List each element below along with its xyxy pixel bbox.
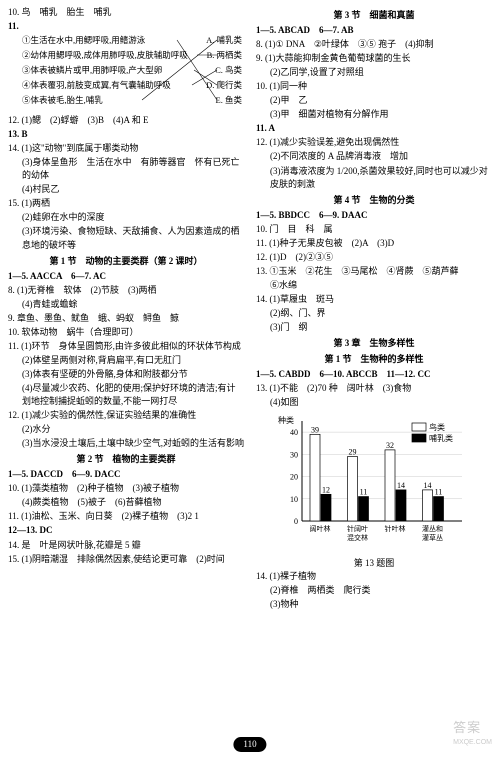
left-column: 10. 鸟 哺乳 胎生 哺乳 11. ①生活在水中,用鳃呼吸,用鳍游泳 ②幼体用… [8, 6, 250, 613]
q15a: 15. (1)两栖 [8, 197, 244, 210]
s3-10a: 10. (1)同一种 [256, 80, 492, 93]
s4-10: 10. 门 目 科 属 [256, 223, 492, 236]
svg-text:40: 40 [290, 428, 298, 437]
s1-8: 8. (1)无脊椎 软体 (2)节肢 (3)两栖 [8, 284, 244, 297]
s3-9a: 9. (1)大蒜能抑制金黄色葡萄球菌的生长 [256, 52, 492, 65]
q15c: (3)环境污染、食物短缺、天敌捕食、人为因素造成的栖息地的破坏等 [8, 225, 244, 251]
s2-1-5: 1—5. DACCD 6—9. DACC [8, 468, 244, 481]
s1-8b: (4)青蛙或蟾蜍 [8, 298, 244, 311]
svg-text:灌草丛: 灌草丛 [422, 533, 443, 542]
s3-12c: (3)消毒液浓度为 1/200,杀菌效果较好,同时也可以减少对皮肤的刺激 [256, 165, 492, 191]
s1-12b: (2)水分 [8, 423, 244, 436]
s4-13a: 13. ①玉米 ②花生 ③马尾松 ④肾蕨 ⑤葫芦藓 [256, 265, 492, 278]
s2-14: 14. 是 叶是网状叶脉,花瓣是 5 瓣 [8, 539, 244, 552]
c3-13b: (4)如图 [256, 396, 492, 409]
s3-10c: (3)甲 细菌对植物有分解作用 [256, 108, 492, 121]
q14a: 14. (1)这"动物"到底属于哪类动物 [8, 142, 244, 155]
s1-11b: (2)体壁呈两侧对称,背肩扁平,有口无肛门 [8, 354, 244, 367]
s4-14b: (2)纲、门、界 [256, 307, 492, 320]
svg-text:灌丛和: 灌丛和 [422, 524, 443, 533]
svg-text:哺乳类: 哺乳类 [429, 433, 453, 443]
s3-12a: 12. (1)减少实验误差,避免出现偶然性 [256, 136, 492, 149]
s1-11d: (4)尽量减少农药、化肥的使用;保护好环境的清洁;有计划地控制捕捉蚯蚓的数量,不… [8, 382, 244, 408]
s2-11: 11. (1)油松、玉米、向日葵 (2)裸子植物 (3)2 1 [8, 510, 244, 523]
s4-13b: ⑥水绵 [256, 279, 492, 292]
svg-text:针阔叶: 针阔叶 [347, 524, 368, 533]
q11-lead: 11. [8, 20, 244, 33]
svg-text:0: 0 [294, 517, 298, 526]
svg-text:11: 11 [435, 488, 443, 497]
watermark: 答案 MXQE.COM [453, 719, 492, 748]
s1-10: 10. 软体动物 蜗牛（合理即可） [8, 326, 244, 339]
s3-10b: (2)甲 乙 [256, 94, 492, 107]
svg-text:鸟类: 鸟类 [429, 422, 445, 432]
sec3-title: 第 3 节 细菌和真菌 [256, 9, 492, 22]
ch3-s1-title: 第 1 节 生物种的多样性 [256, 353, 492, 366]
right-column: 第 3 节 细菌和真菌 1—5. ABCAD 6—7. AB 8. (1)① D… [250, 6, 492, 613]
s1-11c: (3)体表有坚硬的外骨骼,身体和附肢都分节 [8, 368, 244, 381]
c3-13a: 13. (1)不能 (2)70 种 阔叶林 (3)食物 [256, 382, 492, 395]
matching-lines-svg [22, 34, 252, 112]
s4-14c: (3)门 纲 [256, 321, 492, 334]
s2-10: 10. (1)藻类植物 (2)种子植物 (3)被子植物 [8, 482, 244, 495]
q13: 13. B [8, 128, 244, 141]
s1-1-5: 1—5. AACCA 6—7. AC [8, 270, 244, 283]
s1-12c: (3)当水浸没土壤后,土壤中缺少空气,对蚯蚓的生活有影响 [8, 437, 244, 450]
q11-matching: ①生活在水中,用鳃呼吸,用鳍游泳 ②幼体用鳃呼吸,成体用肺呼吸,皮肤辅助呼吸 ③… [22, 34, 244, 114]
s3-8: 8. (1)① DNA ②叶绿体 ③⑤ 孢子 (4)抑制 [256, 38, 492, 51]
s4-14a: 14. (1)草履虫 斑马 [256, 293, 492, 306]
svg-text:32: 32 [386, 441, 394, 450]
s3-11: 11. A [256, 122, 492, 135]
svg-text:14: 14 [424, 481, 432, 490]
species-chart: 种类0102030403912阔叶林2911针阔叶混交林3214针叶林1411灌… [274, 413, 474, 553]
s2-10b: (4)蕨类植物 (5)被子 (6)苔藓植物 [8, 496, 244, 509]
chart-caption: 第 13 题图 [256, 557, 492, 570]
s1-9: 9. 章鱼、墨鱼、鱿鱼 蛾、蚂蚁 鲟鱼 鲸 [8, 312, 244, 325]
s2-15: 15. (1)阴暗潮湿 排除偶然因素,使结论更可靠 (2)时间 [8, 553, 244, 566]
sec1-title: 第 1 节 动物的主要类群（第 2 课时） [8, 255, 244, 268]
svg-text:10: 10 [290, 495, 298, 504]
svg-text:30: 30 [290, 451, 298, 460]
q10: 10. 鸟 哺乳 胎生 哺乳 [8, 6, 244, 19]
q14c: (4)村民乙 [8, 183, 244, 196]
ch3-title: 第 3 章 生物多样性 [256, 337, 492, 350]
svg-text:阔叶林: 阔叶林 [310, 524, 331, 533]
svg-text:12: 12 [322, 486, 330, 495]
q15b: (2)蛙卵在水中的深度 [8, 211, 244, 224]
svg-text:11: 11 [360, 488, 368, 497]
s4-12: 12. (1)D (2)②③⑤ [256, 251, 492, 264]
s4-1-5: 1—5. BBDCC 6—9. DAAC [256, 209, 492, 222]
c3-14b: (2)脊椎 两栖类 爬行类 [256, 584, 492, 597]
svg-text:29: 29 [349, 448, 357, 457]
svg-text:20: 20 [290, 473, 298, 482]
s4-11: 11. (1)种子无果皮包被 (2)A (3)D [256, 237, 492, 250]
s1-11a: 11. (1)环节 身体呈圆筒形,由许多彼此相似的环状体节构成 [8, 340, 244, 353]
c3-1-5: 1—5. CABDD 6—10. ABCCB 11—12. CC [256, 368, 492, 381]
s3-12b: (2)不同浓度的 A 品牌消毒液 增加 [256, 150, 492, 163]
s2-12-13: 12—13. DC [8, 524, 244, 537]
page-number: 110 [233, 737, 266, 752]
s3-9b: (2)乙同学,设置了对照组 [256, 66, 492, 79]
sec4-title: 第 4 节 生物的分类 [256, 194, 492, 207]
s1-12a: 12. (1)减少实验的偶然性,保证实验结果的准确性 [8, 409, 244, 422]
s3-1-5: 1—5. ABCAD 6—7. AB [256, 24, 492, 37]
q12: 12. (1)鳃 (2)蜉蝣 (3)B (4)A 和 E [8, 114, 244, 127]
sec2-title: 第 2 节 植物的主要类群 [8, 453, 244, 466]
svg-text:针叶林: 针叶林 [385, 524, 406, 533]
c3-14c: (3)物种 [256, 598, 492, 611]
svg-text:14: 14 [397, 481, 405, 490]
svg-text:39: 39 [311, 426, 319, 435]
svg-text:混交林: 混交林 [347, 533, 368, 542]
c3-14a: 14. (1)裸子植物 [256, 570, 492, 583]
svg-text:种类: 种类 [278, 415, 294, 425]
q14b: (3)身体呈鱼形 生活在水中 有肺等器官 怀有已死亡的幼体 [8, 156, 244, 182]
